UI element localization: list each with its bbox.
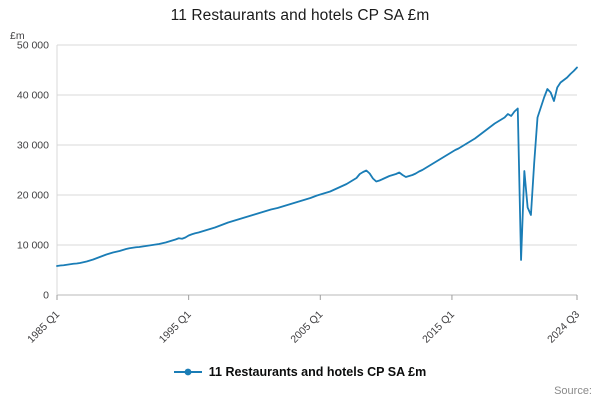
y-tick-label: 30 000 [17,140,49,152]
x-tick-label: 1995 Q1 [157,309,194,346]
chart-legend: 11 Restaurants and hotels CP SA £m [0,365,600,379]
x-tick-label: 2005 Q1 [288,309,325,346]
y-tick-label: 40 000 [17,90,49,102]
legend-label: 11 Restaurants and hotels CP SA £m [208,365,427,379]
chart-title: 11 Restaurants and hotels CP SA £m [170,7,430,24]
y-tick-label: 10 000 [17,240,49,252]
x-tick-label: 2015 Q1 [420,309,457,346]
y-tick-label: 50 000 [17,40,49,52]
chart-canvas: 0 10 000 20 000 30 000 40 000 50 000£m 1985 Q1… [10,30,582,346]
series-line [56,66,578,267]
source-label: Source: [554,385,592,397]
legend-item[interactable]: 11 Restaurants and hotels CP SA £m [173,365,427,379]
x-tick-label: 1985 Q1 [25,309,62,346]
x-tick-label: 2024 Q3 [545,309,582,346]
legend-line-icon [173,368,202,376]
y-tick-label: 0 [43,290,49,302]
y-tick-label: 20 000 [17,190,49,202]
y-axis-unit-label: £m [10,30,25,42]
